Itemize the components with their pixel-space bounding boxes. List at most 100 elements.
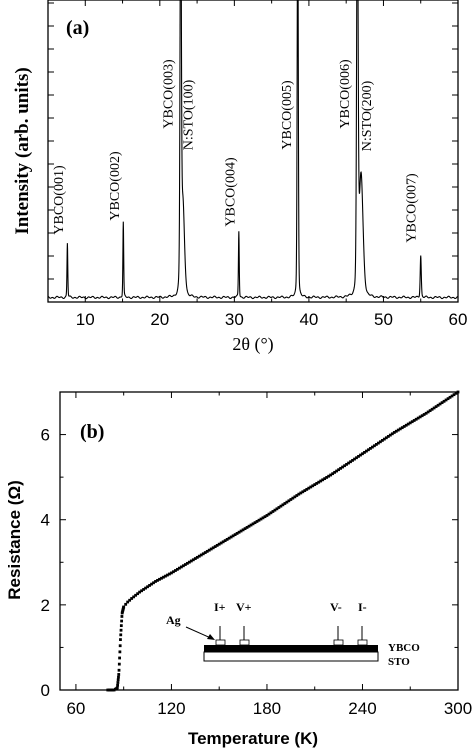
resistance-data-point [229,535,233,539]
resistance-data-point [205,549,209,553]
resistance-data-point [119,638,122,641]
resistance-data-point [195,555,199,559]
resistance-data-point [241,528,245,532]
xrd-x-tick-label: 30 [225,310,244,329]
resistance-data-point [398,427,402,431]
resistance-data-point [303,489,307,492]
resistance-data-point [243,527,247,531]
resistance-data-point [307,486,311,490]
resistance-data-point [454,391,458,395]
resistance-data-point [219,541,223,545]
resistance-data-point [406,422,410,426]
xrd-x-tick-label: 60 [449,310,468,329]
resistance-data-point [380,439,384,442]
resistance-data-point [259,517,263,521]
resistance-data-point [179,565,183,569]
resistance-data-point [223,539,227,542]
resistance-data-point [392,431,396,434]
resistance-data-point [128,598,132,602]
inset-label-i-minus: I- [358,600,367,614]
resistance-data-point [168,572,171,576]
sto-substrate [203,651,379,662]
resistance-data-point [162,575,165,579]
resistance-data-point [117,673,121,676]
resistance-data-point [283,502,287,505]
inset-label-sto: STO [388,656,410,668]
resistance-data-point [132,595,136,599]
resistance-data-point [301,490,305,494]
resistance-data-point [134,593,138,597]
resistance-data-point [402,425,406,428]
resistance-data-point [375,443,378,446]
ag-contact-v-minus [333,639,344,646]
resistance-x-tick-label: 60 [66,699,85,718]
resistance-data-point [422,413,426,416]
resistance-data-point [295,494,299,497]
resistance-data-point [456,390,460,394]
resistance-data-point [442,399,446,403]
xrd-peak-label: YBCO(003) [162,59,177,129]
resistance-data-point [325,476,329,479]
resistance-data-point [115,686,119,690]
xrd-x-tick-label: 50 [374,310,393,329]
resistance-data-point [275,507,279,511]
resistance-data-point [357,454,360,458]
resistance-data-point [207,548,211,552]
resistance-data-point [172,570,175,574]
resistance-data-point [426,410,430,414]
resistance-data-point [434,405,438,409]
xrd-peak-label: N:STO(100) [182,79,197,150]
resistance-data-point [327,474,331,478]
resistance-data-point [154,580,157,583]
resistance-data-point [249,523,253,527]
resistance-data-point [424,411,428,415]
resistance-data-point [251,522,255,526]
ybco-film [204,645,378,652]
resistance-data-point [122,605,126,609]
resistance-data-point [160,576,163,580]
resistance-data-point [396,428,400,432]
resistance-points [106,390,460,692]
resistance-data-point [291,496,295,500]
resistance-data-point [227,536,231,540]
resistance-plot-frame [59,391,459,691]
resistance-data-point [279,504,283,508]
resistance-data-point [351,458,354,462]
xrd-peak-label: YBCO(006) [338,59,353,129]
resistance-data-point [285,500,289,504]
resistance-data-point [378,440,382,444]
resistance-data-point [119,633,123,637]
resistance-data-point [369,447,372,450]
resistance-data-point [176,567,179,571]
resistance-data-point [158,577,161,581]
resistance-data-point [221,540,225,544]
resistance-data-point [239,529,243,533]
resistance-data-point [388,433,392,437]
resistance-data-point [267,512,271,516]
xrd-pattern-line [48,0,458,300]
resistance-data-point [365,449,368,453]
resistance-data-point [343,464,346,468]
resistance-data-point [126,600,130,604]
resistance-data-point [329,473,333,477]
resistance-data-point [382,437,386,441]
resistance-data-point [313,483,317,486]
ag-contact-v-plus [239,639,250,646]
resistance-data-point [130,597,134,600]
xrd-peak-label: YBCO(001) [52,165,67,235]
resistance-y-tick-label: 6 [41,426,50,445]
resistance-data-point [271,510,275,513]
resistance-data-point [373,444,376,448]
resistance-data-point [209,547,213,551]
resistance-data-point [315,482,319,485]
resistance-data-point [116,681,120,684]
resistance-data-point [418,415,422,419]
resistance-data-point [450,394,454,398]
xrd-pattern [48,0,458,300]
resistance-data-point [201,552,205,556]
resistance-x-tick-label: 180 [253,699,281,718]
xrd-peak-label: YBCO(007) [405,173,420,243]
resistance-data-point [390,432,394,436]
resistance-data-point [400,426,404,430]
